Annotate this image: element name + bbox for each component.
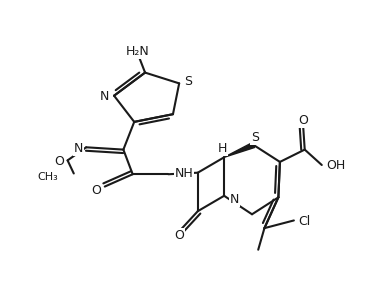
Text: O: O (91, 184, 101, 197)
Text: NH: NH (175, 167, 193, 180)
Text: O: O (174, 229, 184, 242)
Text: CH₃: CH₃ (37, 172, 58, 182)
Text: N: N (74, 142, 83, 154)
Text: Cl: Cl (298, 215, 311, 228)
Text: OH: OH (326, 159, 346, 172)
Text: S: S (251, 131, 259, 144)
Text: O: O (55, 155, 65, 168)
Text: O: O (298, 114, 308, 127)
Text: N: N (99, 90, 109, 103)
Text: S: S (184, 75, 192, 88)
Polygon shape (224, 143, 255, 157)
Text: N: N (229, 193, 239, 206)
Text: H: H (218, 142, 227, 154)
Text: H₂N: H₂N (126, 45, 149, 58)
